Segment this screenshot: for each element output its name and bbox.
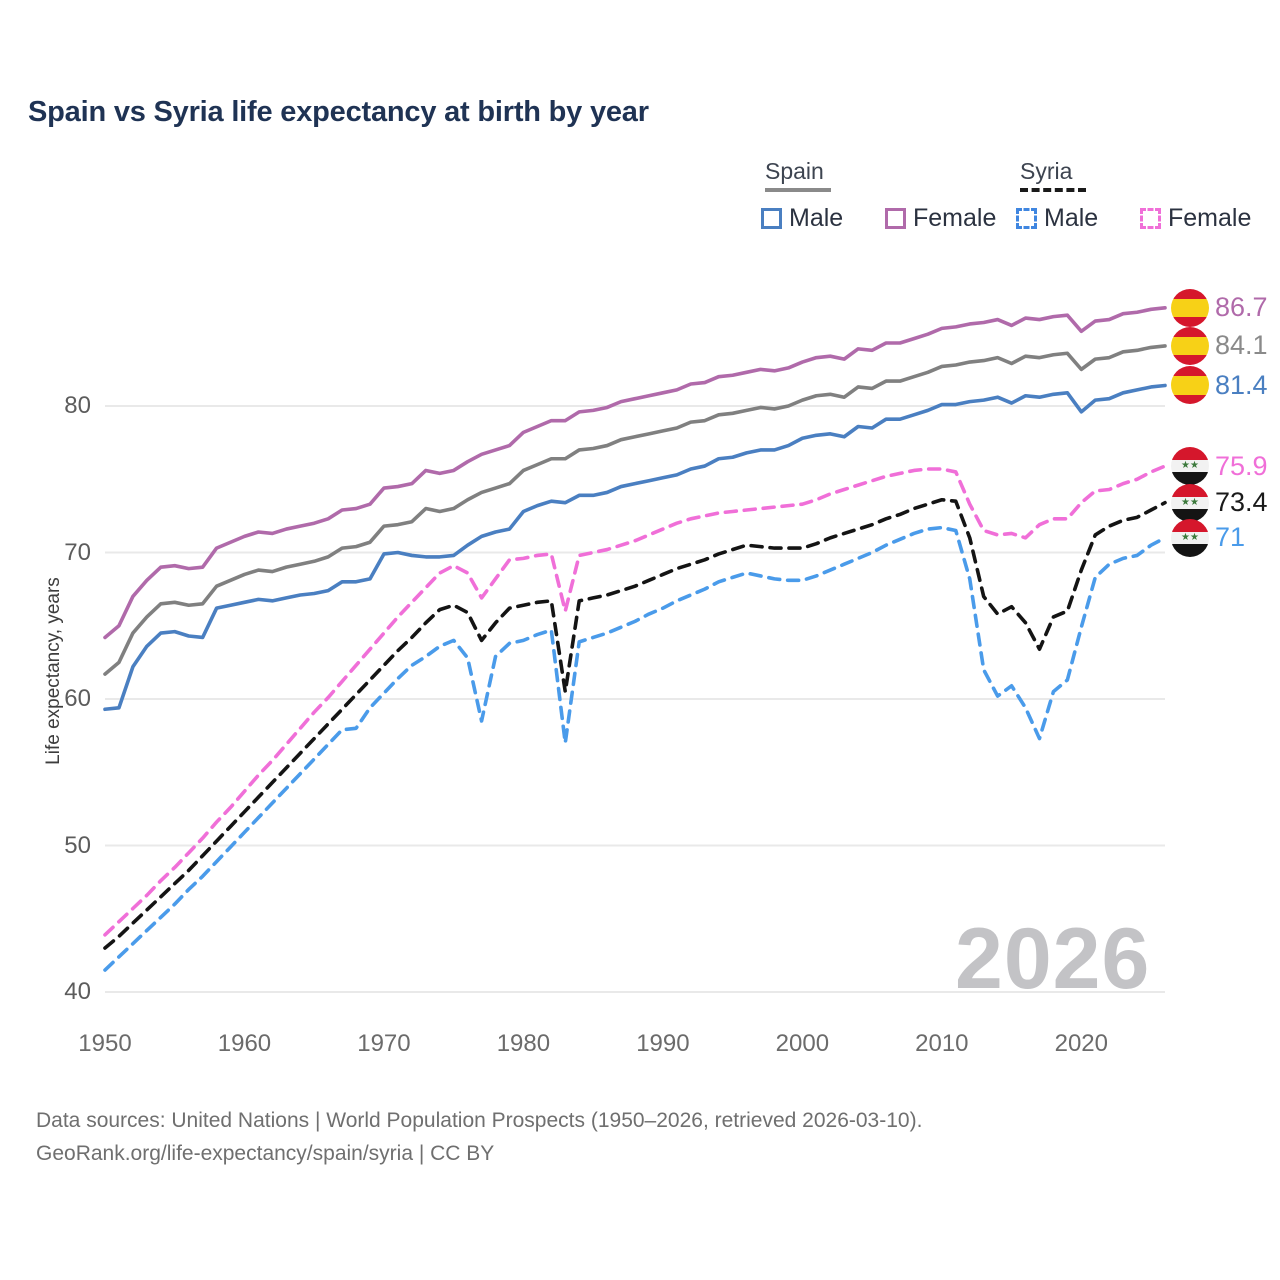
end-label-value: 84.1	[1215, 330, 1268, 361]
series-line-syria-male	[103, 525, 1167, 972]
y-axis-title: Life expectancy, years	[43, 577, 64, 765]
end-label-spain-84.1: 84.1	[1171, 326, 1268, 365]
legend-swatch-icon	[1140, 208, 1161, 229]
series-line-syria-total	[103, 497, 1167, 950]
spain-flag-icon	[1171, 288, 1209, 327]
legend-item-syria-male[interactable]: Male	[1016, 204, 1098, 233]
footer: Data sources: United Nations | World Pop…	[36, 1105, 922, 1170]
end-label-value: 86.7	[1215, 292, 1268, 323]
legend-item-spain-male[interactable]: Male	[761, 204, 843, 233]
footer-data-sources: Data sources: United Nations | World Pop…	[36, 1109, 923, 1132]
x-tick-label: 1950	[78, 1030, 132, 1057]
spain-flag-icon	[1171, 326, 1209, 365]
x-tick-label: 1970	[357, 1030, 411, 1057]
legend-swatch-icon	[761, 208, 782, 229]
y-tick-label: 80	[64, 392, 91, 419]
footer-attribution: GeoRank.org/life-expectancy/spain/syria …	[36, 1141, 495, 1165]
end-label-value: 71	[1215, 522, 1246, 553]
x-tick-label: 2000	[775, 1030, 830, 1057]
legend-item-label: Female	[913, 204, 997, 232]
end-label-value: 73.4	[1215, 487, 1268, 518]
series-line-spain-female	[103, 306, 1167, 640]
end-label-spain-81.4: 81.4	[1171, 366, 1268, 405]
legend-item-syria-female[interactable]: Female	[1140, 204, 1251, 233]
y-tick-label: 60	[64, 685, 91, 712]
legend-swatch-icon	[885, 208, 906, 229]
syria-flag-icon: ★★	[1171, 518, 1209, 557]
series-line-syria-female	[103, 464, 1167, 937]
x-tick-label: 1990	[636, 1030, 690, 1057]
end-label-value: 81.4	[1215, 369, 1268, 400]
end-label-syria-75.9: ★★ 75.9	[1171, 447, 1268, 486]
series-line-spain-total	[103, 344, 1167, 676]
syria-flag-icon: ★★	[1171, 447, 1209, 486]
x-tick-label: 1980	[496, 1030, 551, 1057]
end-label-syria-71: ★★ 71	[1171, 518, 1246, 557]
y-tick-label: 40	[64, 978, 91, 1005]
page-title: Spain vs Syria life expectancy at birth …	[28, 96, 649, 128]
y-tick-label: 70	[64, 538, 91, 566]
legend-group-rule-spain	[765, 188, 831, 192]
end-label-value: 75.9	[1215, 450, 1268, 481]
legend-swatch-icon	[1016, 208, 1037, 229]
legend-group-rule-syria	[1020, 188, 1086, 192]
legend-item-label: Female	[1168, 204, 1252, 232]
y-tick-label: 50	[64, 831, 91, 859]
x-tick-label: 2020	[1054, 1030, 1108, 1057]
x-tick-label: 2010	[915, 1030, 969, 1057]
series-line-spain-male	[103, 383, 1167, 712]
spain-flag-icon	[1171, 366, 1209, 405]
end-label-syria-73.4: ★★ 73.4	[1171, 483, 1268, 522]
end-label-spain-86.7: 86.7	[1171, 288, 1268, 327]
legend-group-title-spain: Spain	[765, 158, 824, 184]
chart-legend: Spain Male Female Syria Male Female	[755, 158, 1255, 243]
x-tick-label: 1960	[217, 1030, 272, 1057]
legend-item-label: Male	[1044, 204, 1099, 232]
syria-flag-icon: ★★	[1171, 483, 1209, 522]
legend-item-spain-female[interactable]: Female	[885, 204, 996, 233]
legend-group-title-syria: Syria	[1020, 158, 1073, 184]
year-watermark: 2026	[955, 911, 1151, 1007]
legend-item-label: Male	[789, 204, 844, 232]
